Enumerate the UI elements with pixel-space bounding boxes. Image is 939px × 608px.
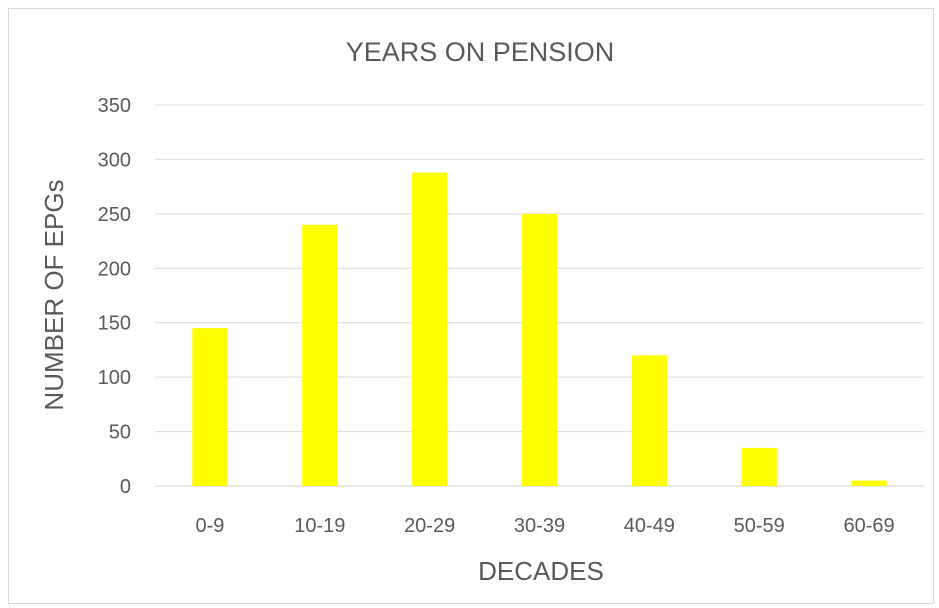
x-tick-label: 60-69 xyxy=(843,515,894,537)
y-tick-label: 50 xyxy=(109,422,131,444)
bars xyxy=(192,172,887,486)
x-tick-label: 40-49 xyxy=(624,515,675,537)
bar-0-9 xyxy=(192,328,228,486)
y-tick-label: 200 xyxy=(98,258,131,280)
bar-60-69 xyxy=(851,480,887,486)
x-tick-label: 0-9 xyxy=(195,515,224,537)
bar-50-59 xyxy=(741,447,777,486)
chart-title: YEARS ON PENSION xyxy=(346,37,615,67)
x-axis-title: DECADES xyxy=(478,556,604,586)
bar-40-49 xyxy=(631,355,667,486)
x-axis-ticks: 0-9 10-19 20-29 30-39 40-49 50-59 60-69 xyxy=(195,515,894,537)
x-tick-label: 20-29 xyxy=(404,515,455,537)
x-tick-label: 10-19 xyxy=(294,515,345,537)
bar-30-39 xyxy=(521,213,558,486)
y-tick-label: 100 xyxy=(98,367,131,389)
chart-frame xyxy=(8,8,934,604)
bar-10-19 xyxy=(302,224,338,486)
y-tick-label: 150 xyxy=(98,313,131,335)
y-axis-title: NUMBER OF EPGs xyxy=(39,179,69,410)
y-tick-label: 250 xyxy=(98,204,131,226)
bar-20-29 xyxy=(412,172,448,486)
y-tick-label: 0 xyxy=(120,476,131,498)
y-tick-label: 350 xyxy=(98,95,131,117)
x-tick-label: 50-59 xyxy=(734,515,785,537)
x-tick-label: 30-39 xyxy=(514,515,565,537)
y-tick-label: 300 xyxy=(98,149,131,171)
y-axis-ticks: 0 50 100 150 200 250 300 350 xyxy=(98,95,131,498)
